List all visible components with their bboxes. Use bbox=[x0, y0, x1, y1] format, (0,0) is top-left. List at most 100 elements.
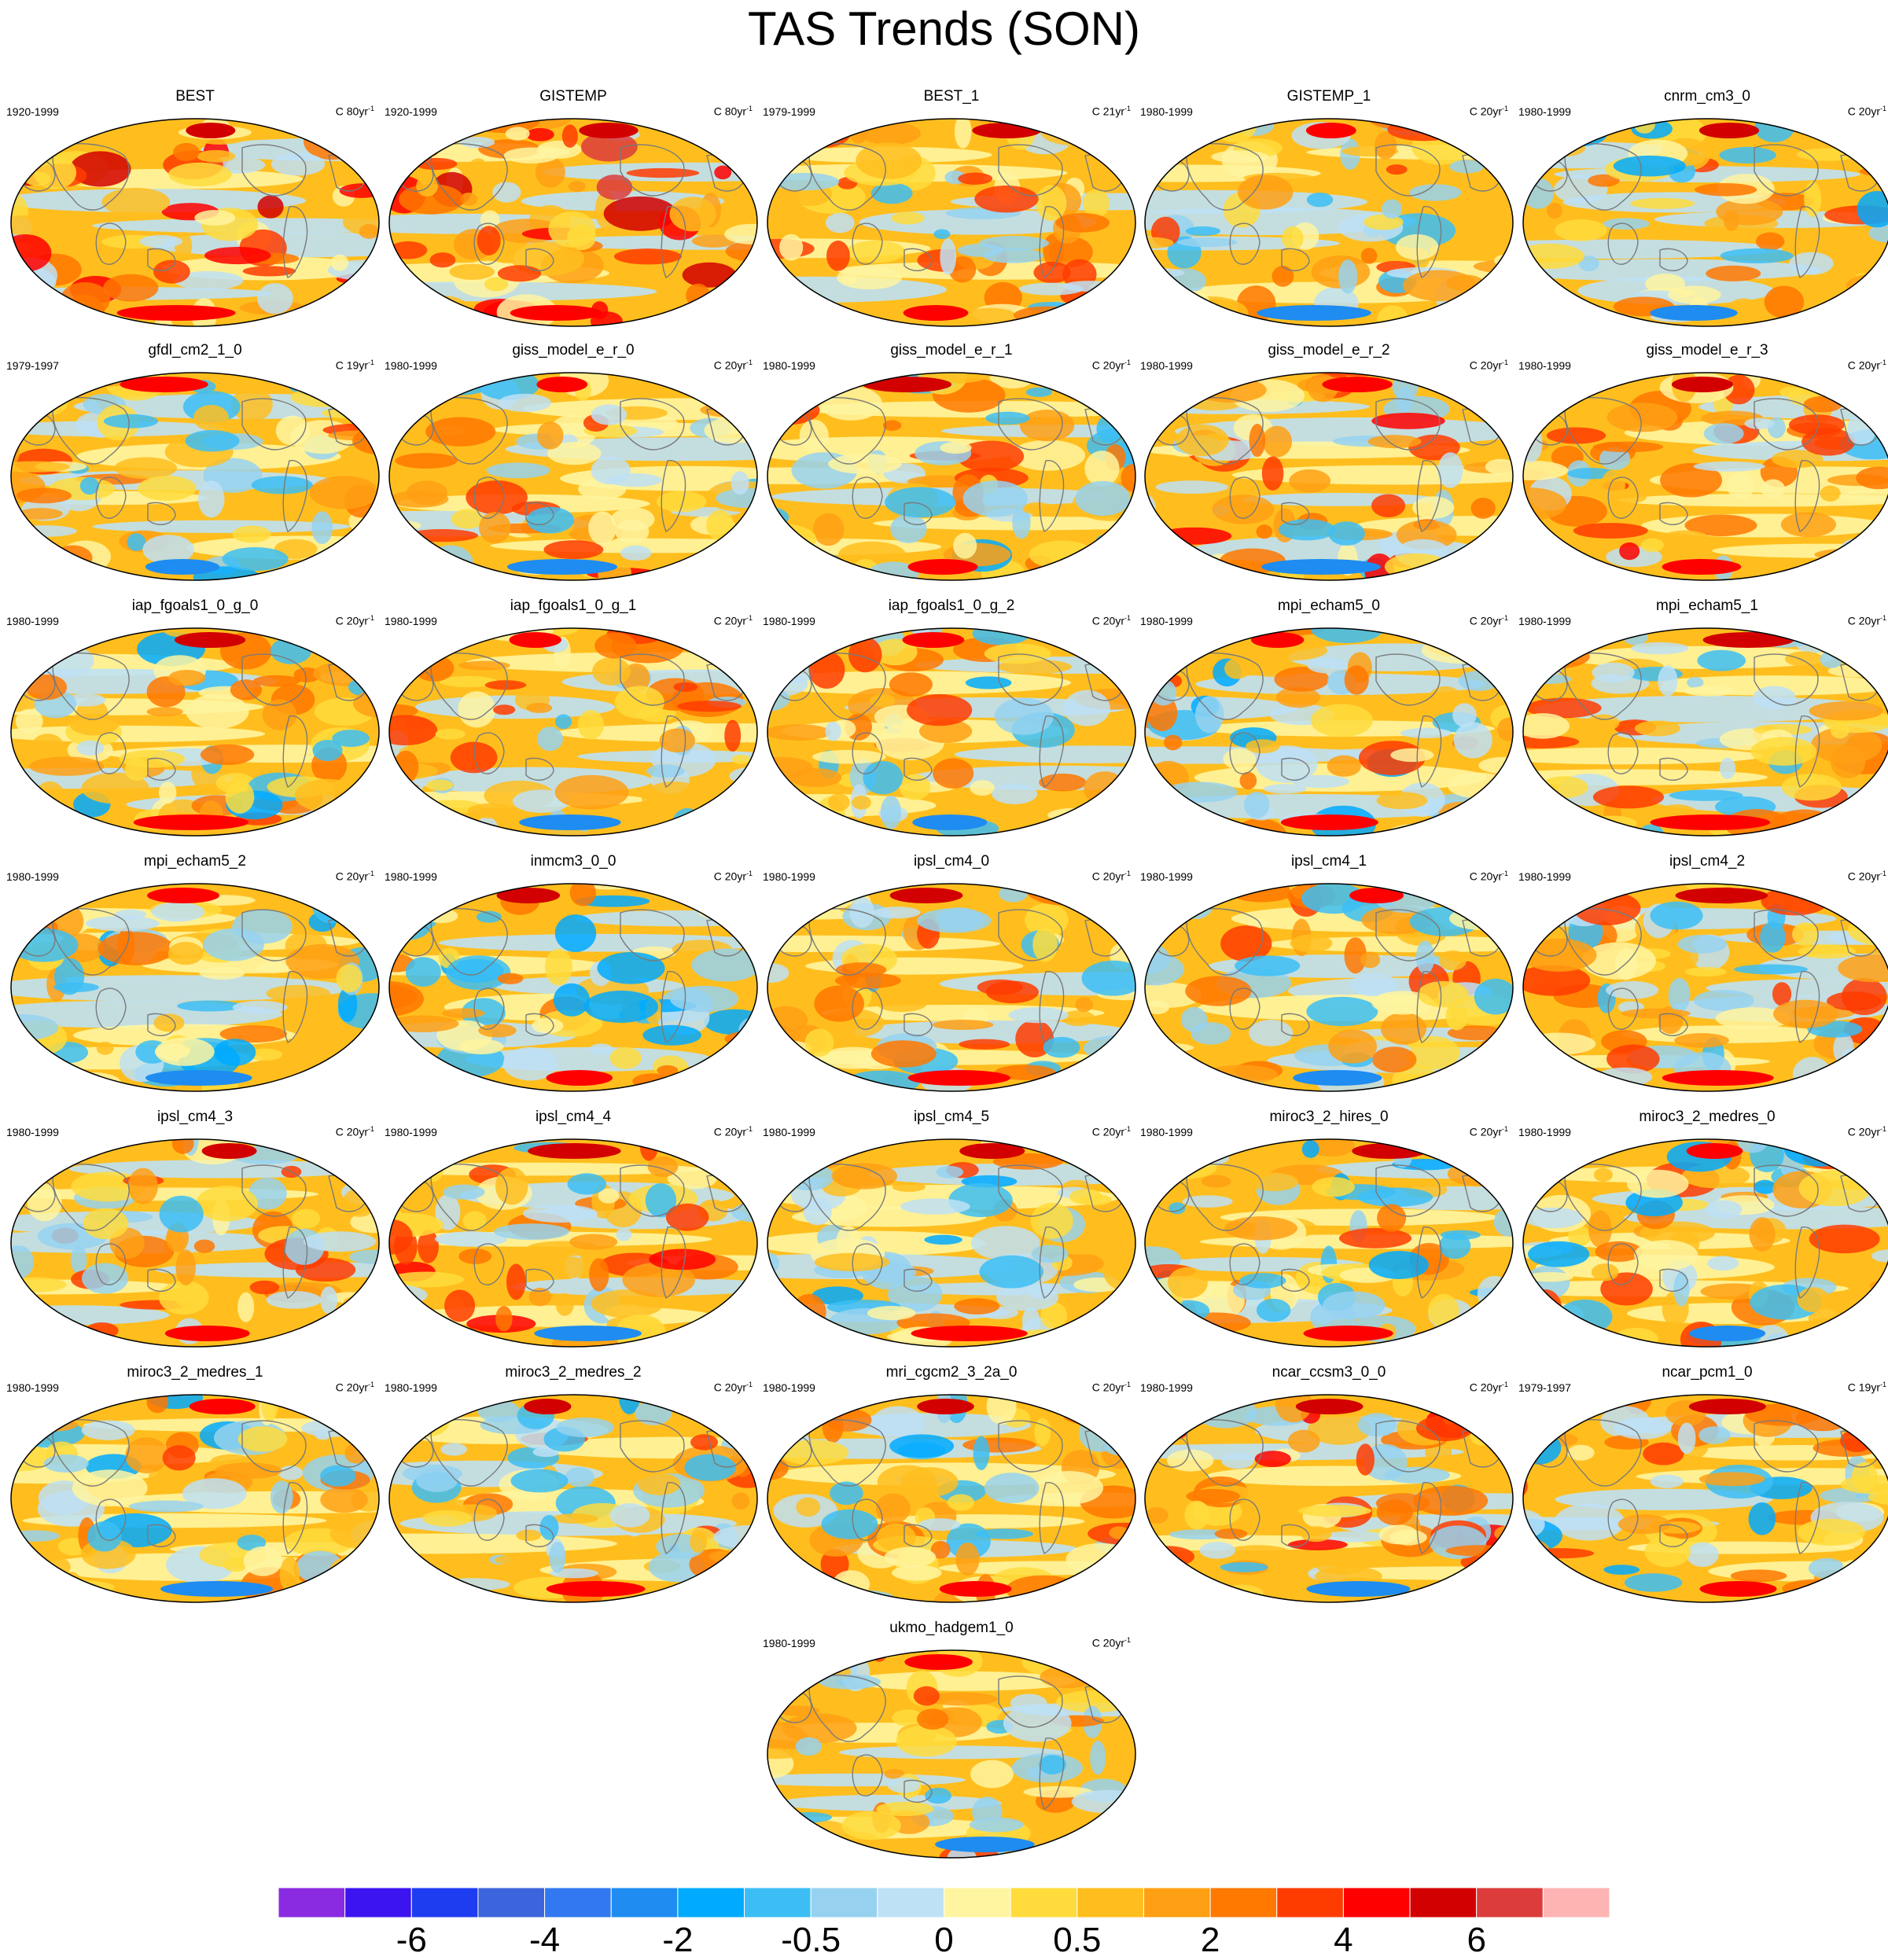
panel-units-text: C 20yr bbox=[1847, 105, 1880, 118]
trend-map bbox=[1522, 1394, 1888, 1603]
trend-blob bbox=[1860, 119, 1888, 149]
antarctic-anomaly bbox=[1293, 1070, 1382, 1086]
trend-blob bbox=[395, 453, 458, 469]
trend-blob bbox=[333, 377, 366, 411]
trend-blob bbox=[1357, 1413, 1397, 1437]
trend-band bbox=[1145, 696, 1298, 720]
trend-blob bbox=[792, 884, 826, 906]
trend-blob bbox=[1452, 897, 1494, 917]
trend-blob bbox=[389, 1395, 418, 1403]
map-border bbox=[767, 1138, 1136, 1348]
antarctic-anomaly bbox=[1699, 1581, 1777, 1597]
trend-blob bbox=[1075, 997, 1093, 1013]
trend-blob bbox=[1145, 1059, 1178, 1082]
trend-blob bbox=[615, 519, 650, 544]
coastline bbox=[147, 502, 176, 525]
trend-blob bbox=[81, 772, 149, 804]
trend-blob bbox=[767, 127, 775, 144]
antarctic-anomaly bbox=[116, 305, 236, 321]
coastline bbox=[620, 398, 685, 450]
coastline bbox=[1659, 1268, 1688, 1292]
trend-blob bbox=[620, 545, 652, 561]
trend-blob bbox=[1073, 1395, 1132, 1410]
trend-blob bbox=[1262, 425, 1293, 458]
trend-blob bbox=[1474, 978, 1513, 1015]
trend-blob bbox=[1376, 1499, 1413, 1525]
panel-units: C 20yr-1 bbox=[714, 1123, 753, 1138]
coastline bbox=[1039, 1482, 1065, 1554]
trend-blob bbox=[661, 373, 696, 388]
trend-blob bbox=[243, 1546, 282, 1576]
trend-blob bbox=[1624, 1573, 1683, 1592]
trend-blob bbox=[459, 193, 478, 206]
trend-blob bbox=[767, 1414, 800, 1432]
panel-units-exponent: -1 bbox=[1124, 614, 1131, 622]
panel-period: 1980-1999 bbox=[1518, 359, 1571, 372]
trend-blob bbox=[294, 778, 360, 812]
trend-blob bbox=[477, 226, 501, 256]
trend-blob bbox=[449, 263, 495, 280]
trend-blob bbox=[677, 701, 742, 712]
trend-blob bbox=[1239, 771, 1257, 790]
panel-units-text: C 20yr bbox=[1469, 105, 1502, 118]
trend-blob bbox=[1613, 155, 1686, 177]
map-border bbox=[10, 883, 380, 1092]
coastline bbox=[1229, 222, 1261, 265]
trend-blob bbox=[1062, 628, 1088, 645]
panel-title: ipsl_cm4_3 bbox=[156, 1109, 234, 1125]
trend-blob bbox=[443, 1395, 471, 1407]
trend-blob bbox=[856, 142, 922, 179]
trend-blob bbox=[435, 728, 466, 740]
trend-blob bbox=[23, 127, 52, 149]
trend-blob bbox=[955, 1543, 980, 1576]
panel-units-text: C 20yr bbox=[1847, 1125, 1880, 1138]
trend-blob bbox=[556, 1418, 614, 1438]
panel-units-text: C 20yr bbox=[713, 870, 746, 883]
trend-map bbox=[388, 1394, 758, 1603]
map-border bbox=[1522, 627, 1888, 837]
antarctic-anomaly bbox=[935, 1837, 1035, 1852]
trend-blob bbox=[1310, 704, 1373, 737]
panel-units: C 80yr-1 bbox=[714, 102, 753, 118]
trend-map bbox=[1522, 372, 1888, 581]
trend-blob bbox=[820, 1549, 849, 1579]
trend-blob bbox=[85, 915, 160, 932]
trend-blob bbox=[1599, 447, 1631, 470]
trend-blob bbox=[1221, 1584, 1264, 1602]
coastline bbox=[52, 397, 130, 465]
trend-blob bbox=[706, 509, 734, 541]
trend-blob bbox=[985, 411, 1030, 425]
trend-blob bbox=[1087, 884, 1120, 915]
trend-blob bbox=[173, 142, 200, 161]
map-panel: miroc3_2_medres_0 1980-1999 C 20yr-1 bbox=[1518, 1105, 1888, 1349]
trend-blob bbox=[767, 807, 799, 836]
map-panel: ipsl_cm4_2 1980-1999 C 20yr-1 bbox=[1518, 850, 1888, 1094]
trend-blob bbox=[335, 119, 379, 141]
trend-blob bbox=[1069, 1189, 1103, 1204]
trend-blob bbox=[1356, 1443, 1375, 1476]
trend-blob bbox=[812, 513, 845, 546]
trend-blob bbox=[947, 1847, 977, 1858]
map-border bbox=[1144, 1138, 1514, 1348]
coastline bbox=[1794, 1226, 1820, 1299]
trend-blob bbox=[442, 1008, 485, 1018]
trend-blob bbox=[1156, 1147, 1229, 1168]
trend-blob bbox=[1693, 461, 1765, 472]
trend-blob bbox=[1455, 1085, 1500, 1091]
trend-blob bbox=[779, 234, 804, 261]
arctic-anomaly bbox=[509, 632, 561, 648]
panel-title: mpi_echam5_0 bbox=[1278, 598, 1380, 614]
trend-blob bbox=[1744, 417, 1775, 429]
trend-blob bbox=[1856, 884, 1888, 918]
panel-period: 1979-1999 bbox=[763, 105, 815, 118]
antarctic-anomaly bbox=[1689, 1326, 1766, 1341]
trend-blob bbox=[1453, 722, 1492, 759]
panel-units: C 20yr-1 bbox=[1470, 1378, 1508, 1394]
trend-blob bbox=[1523, 425, 1543, 462]
coastline bbox=[282, 1482, 308, 1554]
trend-blob bbox=[1634, 1240, 1698, 1271]
trend-blob bbox=[918, 1518, 961, 1532]
panel-units-text: C 19yr bbox=[1847, 1381, 1880, 1394]
trend-blob bbox=[1752, 686, 1796, 710]
trend-blob bbox=[828, 793, 850, 811]
